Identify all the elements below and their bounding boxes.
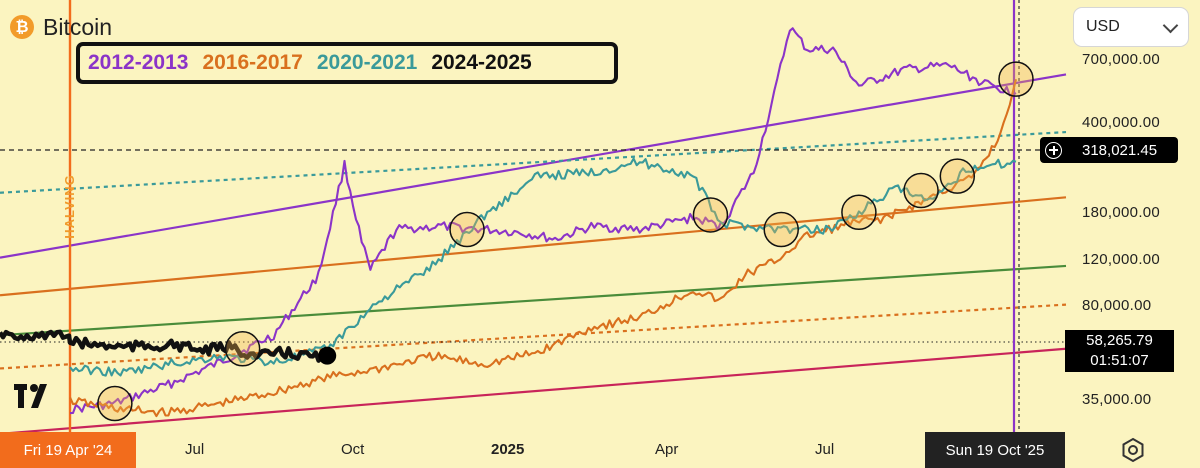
- crosshair-price-label[interactable]: 318,021.45: [1040, 137, 1178, 163]
- time-tick: Jul: [185, 441, 205, 458]
- highlight-circle-7: [903, 172, 939, 209]
- range-end-date-label: Sun 19 Oct '25: [925, 432, 1065, 468]
- series-end-dot-2024-2025: [318, 346, 337, 365]
- time-tick-year: 2025: [491, 441, 525, 458]
- halving-label-text: HALVING: [61, 173, 77, 239]
- tradingview-logo-icon: [14, 384, 47, 408]
- range-start-date-label: Fri 19 Apr '24: [0, 432, 136, 468]
- highlight-circle-9: [998, 61, 1034, 97]
- legend-entry-2024-2025: 2024-2025: [431, 51, 532, 74]
- time-tick: Oct: [341, 441, 365, 458]
- chevron-down-icon: [1162, 17, 1179, 33]
- price-tick: 400,000.00: [1082, 114, 1161, 131]
- halving-label: HALVING: [50, 173, 88, 239]
- series-line-2024-2025: [0, 329, 329, 363]
- time-tick: Jul: [815, 441, 835, 458]
- trend-line-2: [0, 130, 1067, 194]
- bar-countdown: 01:51:07: [1090, 352, 1149, 369]
- currency-value: USD: [1086, 18, 1120, 35]
- legend-entry-2012-2013: 2012-2013: [88, 51, 189, 74]
- trend-line-3: [0, 196, 1067, 297]
- highlight-circle-2: [224, 331, 261, 367]
- trend-line-1: [0, 73, 1067, 259]
- asset-name: Bitcoin: [43, 13, 113, 40]
- series-line-2012-2013: [69, 27, 1017, 415]
- price-tick: 180,000.00: [1082, 204, 1161, 221]
- trend-line-6: [0, 347, 1067, 435]
- highlight-circle-4: [692, 197, 729, 233]
- series-line-2020-2021: [69, 157, 1017, 377]
- highlight-circle-5: [763, 211, 799, 248]
- settings-gear-icon[interactable]: [1120, 437, 1146, 463]
- highlight-circle-8: [939, 158, 976, 194]
- bitcoin-logo-icon: ₿: [10, 15, 34, 39]
- series-line-2016-2017: [69, 78, 1018, 418]
- trend-line-5: [0, 303, 1067, 370]
- legend-entry-2020-2021: 2020-2021: [316, 51, 418, 74]
- legend-entry-2016-2017: 2016-2017: [202, 51, 303, 74]
- crosshair-price-value: 318,021.45: [1082, 141, 1158, 159]
- time-tick: Apr: [655, 441, 679, 458]
- series-legend: 2012-2013 2016-2017 2020-2021 2024-2025: [76, 42, 618, 84]
- highlight-circle-3: [449, 211, 485, 248]
- last-price-label: 58,265.79 01:51:07: [1065, 330, 1174, 372]
- price-tick: 35,000.00: [1082, 391, 1152, 408]
- add-alert-plus-icon[interactable]: [1045, 141, 1062, 159]
- asset-header: ₿ Bitcoin: [10, 12, 112, 42]
- price-tick: 80,000.00: [1082, 297, 1152, 314]
- highlight-circle-1: [97, 385, 133, 422]
- highlight-circle-6: [841, 194, 877, 231]
- currency-select[interactable]: USD: [1073, 7, 1189, 47]
- price-tick: 700,000.00: [1082, 51, 1161, 68]
- trend-line-4: [0, 264, 1067, 337]
- last-price-value: 58,265.79: [1086, 332, 1153, 349]
- price-tick: 120,000.00: [1082, 251, 1161, 268]
